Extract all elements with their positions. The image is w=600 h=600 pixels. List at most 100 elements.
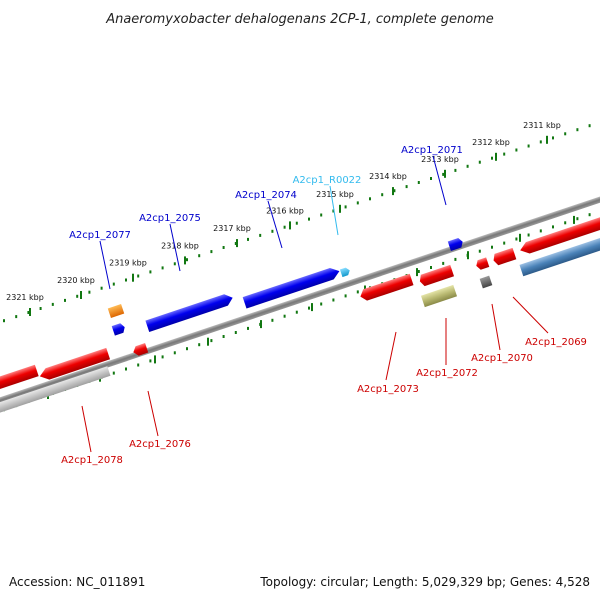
scale-dot <box>454 257 457 261</box>
scale-dot <box>515 148 518 152</box>
gene-label-a2cp1-2077[interactable]: A2cp1_2077 <box>69 230 131 241</box>
accession-text: Accession: NC_011891 <box>9 575 145 589</box>
gene-label-a2cp1-r0022[interactable]: A2cp1_R0022 <box>293 175 362 186</box>
scale-major-tick <box>339 204 341 213</box>
scale-dot <box>576 128 579 132</box>
reverse-strand-track <box>0 215 600 414</box>
scale-dot <box>271 229 274 233</box>
forward-strand-track <box>107 237 464 336</box>
scale-dot <box>295 310 298 314</box>
scale-dot <box>210 339 213 343</box>
scale-dot <box>332 298 335 302</box>
gene-shape-a2cp1-2073[interactable] <box>358 273 414 303</box>
scale-tick-label: 2319 kbp <box>109 259 147 268</box>
gene-label-a2cp1-2070[interactable]: A2cp1_2070 <box>471 353 533 364</box>
gene-shape-a2cp1-2077[interactable] <box>111 322 127 336</box>
scale-dot <box>64 298 66 302</box>
scale-dot <box>149 270 152 274</box>
gene-shape-dark-feature[interactable] <box>479 275 493 289</box>
scale-dot <box>247 326 249 330</box>
scale-tick-label: 2315 kbp <box>316 190 354 199</box>
scale-dot <box>88 290 91 294</box>
scale-dot <box>137 363 140 367</box>
scale-dot <box>527 144 530 148</box>
scale-dot <box>198 254 201 258</box>
gene-label-a2cp1-2073[interactable]: A2cp1_2073 <box>357 384 419 395</box>
scale-dot <box>417 270 420 273</box>
scale-dot <box>515 237 518 241</box>
gene-shape-a2cp1-2078[interactable] <box>38 347 111 382</box>
scale-dot <box>320 213 323 217</box>
scale-dot <box>405 185 408 189</box>
gene-shape-a2cp1-r0022[interactable] <box>339 267 351 278</box>
scale-tick-label: 2318 kbp <box>161 241 199 250</box>
scale-dot <box>259 233 262 237</box>
gene-shape-a2cp1-2075[interactable] <box>145 292 234 332</box>
scale-dot <box>210 250 213 254</box>
gene-shape-a2cp1-2069-small[interactable] <box>492 247 517 266</box>
gene-label-a2cp1-2078[interactable]: A2cp1_2078 <box>61 455 123 466</box>
scale-dot <box>186 258 188 262</box>
scale-dot <box>234 331 237 334</box>
scale-major-tick <box>184 256 186 265</box>
gene-shape-a2cp1-2072-upper[interactable] <box>418 264 455 287</box>
scale-dot <box>344 205 347 209</box>
map-title: Anaeromyxobacter dehalogenans 2CP-1, com… <box>105 12 494 27</box>
scale-tick-label: 2317 kbp <box>213 224 251 233</box>
scale-dot <box>198 343 201 347</box>
gene-shape-orange-feature[interactable] <box>107 304 125 318</box>
scale-dot <box>125 367 127 371</box>
gene-shape-a2cp1-2071[interactable] <box>447 237 464 251</box>
scale-dot <box>271 318 274 322</box>
scale-dot <box>3 319 5 323</box>
scale-dot <box>332 209 335 213</box>
scale-layer: 2311 kbp 2312 kbp 2313 kbp 2314 kbp 2315 kbp… <box>3 121 591 412</box>
gene-shape-a2cp1-2072[interactable] <box>420 284 458 308</box>
scale-dot <box>295 221 298 225</box>
gene-shape-a2cp1-2074[interactable] <box>242 265 342 309</box>
gene-label-a2cp1-2072[interactable]: A2cp1_2072 <box>416 368 478 379</box>
scale-major-tick <box>444 169 446 178</box>
scale-dot <box>51 302 54 306</box>
gene-shape-gray-feature[interactable] <box>0 366 111 414</box>
scale-dot <box>393 189 396 193</box>
gene-shape-a2cp1-2078-left[interactable] <box>0 364 39 392</box>
scale-tick-label: 2314 kbp <box>369 172 407 181</box>
scale-dot <box>381 193 384 197</box>
scale-dot <box>442 172 445 176</box>
gene-shape-a2cp1-2069[interactable] <box>518 215 600 256</box>
gene-label-a2cp1-2069[interactable]: A2cp1_2069 <box>525 337 587 348</box>
scale-dot <box>137 274 140 278</box>
scale-tick-label: 2312 kbp <box>472 138 510 147</box>
scale-major-tick <box>29 308 31 316</box>
scale-dot <box>588 213 591 217</box>
scale-tick-label: 2321 kbp <box>6 293 44 302</box>
scale-dot <box>15 315 18 319</box>
scale-dot <box>283 225 286 229</box>
scale-major-tick <box>416 268 418 277</box>
scale-dot <box>478 160 481 164</box>
scale-dot <box>564 221 567 225</box>
gene-label-a2cp1-2075[interactable]: A2cp1_2075 <box>139 213 201 224</box>
genome-backbone <box>0 182 600 418</box>
gene-shape-a2cp1-2076[interactable] <box>132 343 149 357</box>
scale-dot <box>454 168 457 172</box>
scale-dot <box>539 229 542 233</box>
gene-label-a2cp1-2071[interactable]: A2cp1_2071 <box>401 145 463 156</box>
scale-major-tick <box>467 251 469 260</box>
scale-dot <box>356 201 359 205</box>
gene-labels: A2cp1_2077 A2cp1_2075 A2cp1_2074 A2cp1_R… <box>61 145 587 466</box>
scale-dot <box>27 311 30 314</box>
scale-major-tick <box>311 303 313 312</box>
scale-major-tick <box>236 239 238 248</box>
scale-major-tick <box>80 291 82 299</box>
gene-label-a2cp1-2076[interactable]: A2cp1_2076 <box>129 439 191 450</box>
scale-major-tick <box>289 221 291 230</box>
scale-dot <box>234 242 237 245</box>
scale-dot <box>552 136 554 140</box>
gene-shape-steel-feature[interactable] <box>519 235 600 277</box>
gene-label-a2cp1-2074[interactable]: A2cp1_2074 <box>235 190 297 201</box>
scale-dot <box>283 314 286 318</box>
scale-dot <box>576 217 579 221</box>
gene-shape-a2cp1-2070[interactable] <box>475 257 490 270</box>
